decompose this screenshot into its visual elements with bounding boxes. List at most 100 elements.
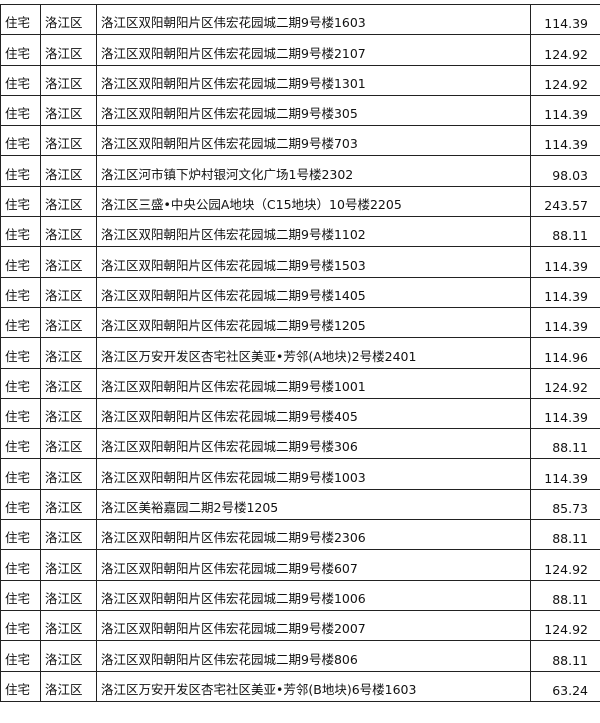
table-row: 住宅 洛江区 洛江区双阳朝阳片区伟宏花园城二期9号楼2107 124.92 bbox=[0, 34, 600, 66]
district: 洛江区 bbox=[40, 155, 97, 187]
table-row: 住宅 洛江区 洛江区双阳朝阳片区伟宏花园城二期9号楼305 114.39 bbox=[0, 94, 600, 127]
address: 洛江区河市镇下炉村银河文化广场1号楼2302 bbox=[96, 155, 531, 187]
property-type: 住宅 bbox=[0, 367, 41, 399]
table-row: 住宅 洛江区 洛江区万安开发区杏宅社区美亚•芳邻(B地块)6号楼1603 63.24 bbox=[0, 670, 600, 702]
address: 洛江区万安开发区杏宅社区美亚•芳邻(A地块)2号楼2401 bbox=[96, 337, 531, 369]
property-type: 住宅 bbox=[0, 155, 41, 187]
property-type: 住宅 bbox=[0, 125, 41, 157]
address: 洛江区双阳朝阳片区伟宏花园城二期9号楼1405 bbox=[96, 276, 531, 308]
table-row: 住宅 洛江区 洛江区双阳朝阳片区伟宏花园城二期9号楼2007 124.92 bbox=[0, 609, 600, 642]
address: 洛江区双阳朝阳片区伟宏花园城二期9号楼806 bbox=[96, 640, 531, 672]
property-type: 住宅 bbox=[0, 246, 41, 278]
address: 洛江区双阳朝阳片区伟宏花园城二期9号楼2306 bbox=[96, 519, 531, 551]
property-type: 住宅 bbox=[0, 458, 41, 490]
property-type: 住宅 bbox=[0, 64, 41, 96]
area: 114.39 bbox=[530, 397, 600, 430]
property-type: 住宅 bbox=[0, 640, 41, 672]
district: 洛江区 bbox=[40, 458, 97, 490]
district: 洛江区 bbox=[40, 397, 97, 430]
property-type: 住宅 bbox=[0, 94, 41, 127]
address: 洛江区双阳朝阳片区伟宏花园城二期9号楼1603 bbox=[96, 3, 531, 36]
address: 洛江区双阳朝阳片区伟宏花园城二期9号楼2007 bbox=[96, 609, 531, 642]
property-type: 住宅 bbox=[0, 276, 41, 308]
area: 243.57 bbox=[530, 185, 600, 218]
address: 洛江区双阳朝阳片区伟宏花园城二期9号楼607 bbox=[96, 549, 531, 581]
district: 洛江区 bbox=[40, 185, 97, 218]
table-row: 住宅 洛江区 洛江区双阳朝阳片区伟宏花园城二期9号楼1405 114.39 bbox=[0, 276, 600, 308]
table-row: 住宅 洛江区 洛江区双阳朝阳片区伟宏花园城二期9号楼1003 114.39 bbox=[0, 458, 600, 490]
table-row: 住宅 洛江区 洛江区双阳朝阳片区伟宏花园城二期9号楼405 114.39 bbox=[0, 397, 600, 430]
district: 洛江区 bbox=[40, 125, 97, 157]
area: 114.96 bbox=[530, 337, 600, 369]
district: 洛江区 bbox=[40, 549, 97, 581]
area: 88.11 bbox=[530, 428, 600, 460]
area: 88.11 bbox=[530, 216, 600, 248]
area: 114.39 bbox=[530, 458, 600, 490]
address: 洛江区双阳朝阳片区伟宏花园城二期9号楼1102 bbox=[96, 216, 531, 248]
property-type: 住宅 bbox=[0, 609, 41, 642]
area: 114.39 bbox=[530, 276, 600, 308]
area: 114.39 bbox=[530, 125, 600, 157]
area: 114.39 bbox=[530, 246, 600, 278]
table-row: 住宅 洛江区 洛江区双阳朝阳片区伟宏花园城二期9号楼1503 114.39 bbox=[0, 246, 600, 278]
area: 124.92 bbox=[530, 609, 600, 642]
address: 洛江区双阳朝阳片区伟宏花园城二期9号楼1301 bbox=[96, 64, 531, 96]
district: 洛江区 bbox=[40, 216, 97, 248]
table-row: 住宅 洛江区 洛江区双阳朝阳片区伟宏花园城二期9号楼1006 88.11 bbox=[0, 579, 600, 611]
table-row: 住宅 洛江区 洛江区双阳朝阳片区伟宏花园城二期9号楼806 88.11 bbox=[0, 640, 600, 672]
table-row: 住宅 洛江区 洛江区美裕嘉园二期2号楼1205 85.73 bbox=[0, 488, 600, 521]
property-type: 住宅 bbox=[0, 549, 41, 581]
district: 洛江区 bbox=[40, 428, 97, 460]
address: 洛江区双阳朝阳片区伟宏花园城二期9号楼305 bbox=[96, 94, 531, 127]
table-row: 住宅 洛江区 洛江区双阳朝阳片区伟宏花园城二期9号楼1205 114.39 bbox=[0, 306, 600, 339]
address: 洛江区双阳朝阳片区伟宏花园城二期9号楼1205 bbox=[96, 306, 531, 339]
address: 洛江区美裕嘉园二期2号楼1205 bbox=[96, 488, 531, 521]
table-row: 住宅 洛江区 洛江区双阳朝阳片区伟宏花园城二期9号楼703 114.39 bbox=[0, 125, 600, 157]
address: 洛江区双阳朝阳片区伟宏花园城二期9号楼1003 bbox=[96, 458, 531, 490]
table-row: 住宅 洛江区 洛江区三盛•中央公园A地块（C15地块）10号楼2205 243.57 bbox=[0, 185, 600, 218]
address: 洛江区双阳朝阳片区伟宏花园城二期9号楼1006 bbox=[96, 579, 531, 611]
district: 洛江区 bbox=[40, 337, 97, 369]
district: 洛江区 bbox=[40, 34, 97, 66]
property-type: 住宅 bbox=[0, 488, 41, 521]
table-row: 住宅 洛江区 洛江区双阳朝阳片区伟宏花园城二期9号楼306 88.11 bbox=[0, 428, 600, 460]
district: 洛江区 bbox=[40, 579, 97, 611]
address: 洛江区双阳朝阳片区伟宏花园城二期9号楼1001 bbox=[96, 367, 531, 399]
table-row: 住宅 洛江区 洛江区双阳朝阳片区伟宏花园城二期9号楼2306 88.11 bbox=[0, 519, 600, 551]
property-type: 住宅 bbox=[0, 185, 41, 218]
property-type: 住宅 bbox=[0, 216, 41, 248]
district: 洛江区 bbox=[40, 94, 97, 127]
table-row: 住宅 洛江区 洛江区河市镇下炉村银河文化广场1号楼2302 98.03 bbox=[0, 155, 600, 187]
area: 88.11 bbox=[530, 519, 600, 551]
district: 洛江区 bbox=[40, 640, 97, 672]
address: 洛江区万安开发区杏宅社区美亚•芳邻(B地块)6号楼1603 bbox=[96, 670, 531, 702]
area: 114.39 bbox=[530, 94, 600, 127]
property-type: 住宅 bbox=[0, 3, 41, 36]
area: 88.11 bbox=[530, 640, 600, 672]
address: 洛江区三盛•中央公园A地块（C15地块）10号楼2205 bbox=[96, 185, 531, 218]
district: 洛江区 bbox=[40, 3, 97, 36]
district: 洛江区 bbox=[40, 670, 97, 702]
address: 洛江区双阳朝阳片区伟宏花园城二期9号楼405 bbox=[96, 397, 531, 430]
district: 洛江区 bbox=[40, 488, 97, 521]
area: 63.24 bbox=[530, 670, 600, 702]
area: 124.92 bbox=[530, 367, 600, 399]
table-row: 住宅 洛江区 洛江区双阳朝阳片区伟宏花园城二期9号楼1102 88.11 bbox=[0, 216, 600, 248]
district: 洛江区 bbox=[40, 519, 97, 551]
district: 洛江区 bbox=[40, 306, 97, 339]
property-type: 住宅 bbox=[0, 428, 41, 460]
district: 洛江区 bbox=[40, 64, 97, 96]
table-row: 住宅 洛江区 洛江区双阳朝阳片区伟宏花园城二期9号楼1301 124.92 bbox=[0, 64, 600, 96]
property-type: 住宅 bbox=[0, 34, 41, 66]
area: 124.92 bbox=[530, 64, 600, 96]
table-row: 住宅 洛江区 洛江区双阳朝阳片区伟宏花园城二期9号楼1001 124.92 bbox=[0, 367, 600, 399]
property-type: 住宅 bbox=[0, 306, 41, 339]
address: 洛江区双阳朝阳片区伟宏花园城二期9号楼1503 bbox=[96, 246, 531, 278]
property-type: 住宅 bbox=[0, 397, 41, 430]
area: 114.39 bbox=[530, 3, 600, 36]
district: 洛江区 bbox=[40, 367, 97, 399]
area: 124.92 bbox=[530, 549, 600, 581]
address: 洛江区双阳朝阳片区伟宏花园城二期9号楼703 bbox=[96, 125, 531, 157]
district: 洛江区 bbox=[40, 246, 97, 278]
